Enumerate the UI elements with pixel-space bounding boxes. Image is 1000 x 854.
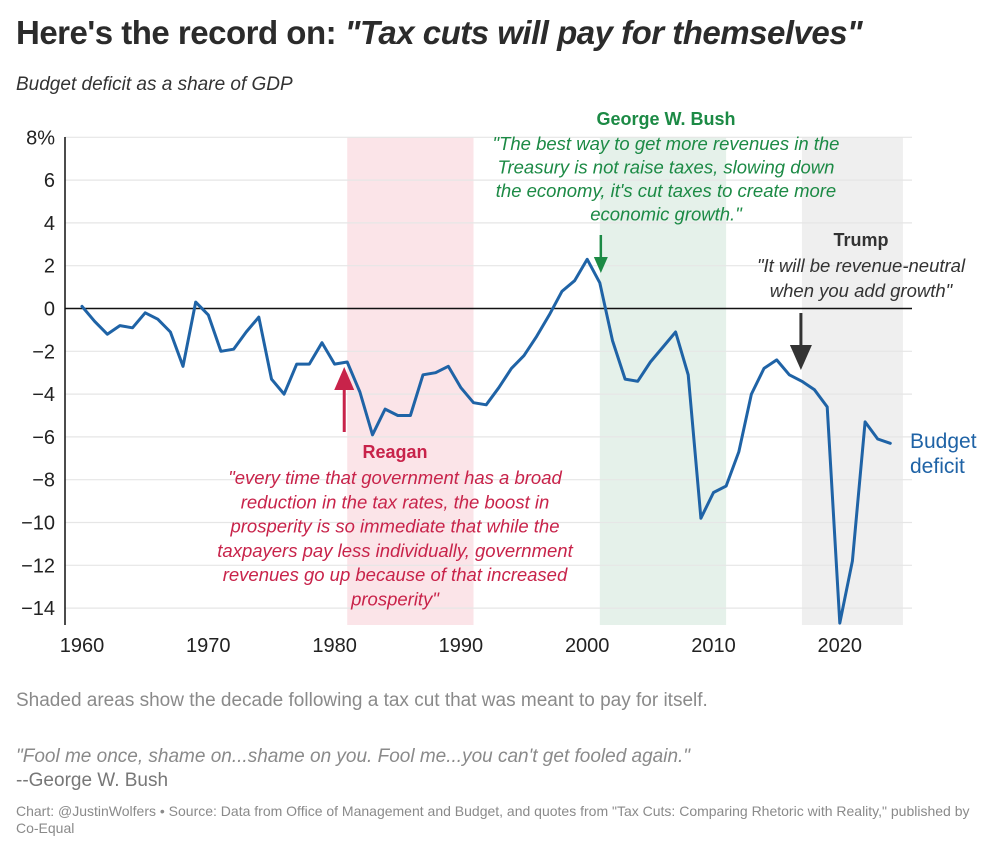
bush-quote-line: economic growth." <box>590 204 743 225</box>
footer-quote-author: --George W. Bush <box>16 770 169 791</box>
y-tick-label: 2 <box>44 256 55 278</box>
shaded-band-george-w-bush <box>599 137 727 625</box>
x-tick-label: 2020 <box>818 635 863 657</box>
reagan-arrow-head <box>334 367 355 390</box>
y-tick-label: −8 <box>32 470 55 492</box>
shaded-band-reagan <box>347 137 474 625</box>
reagan-name: Reagan <box>362 442 427 462</box>
bush-name: George W. Bush <box>596 109 735 129</box>
deficit-chart: 8% 6 4 2 0 −2 −4 −6 −8 −10 −12 −14 1960 1970 1980 1990… <box>21 109 977 657</box>
y-axis-ticks: 8% 6 4 2 0 −2 −4 −6 −8 −10 −12 −14 <box>21 127 55 620</box>
chart-subtitle: Budget deficit as a share of GDP <box>16 74 293 95</box>
y-tick-label: 8% <box>26 127 55 149</box>
gridlines <box>65 136 912 609</box>
reagan-quote-line: reduction in the tax rates, the boost in <box>241 491 550 512</box>
title-quote: "Tax cuts will pay for themselves" <box>344 14 863 51</box>
footer-quote: "Fool me once, shame on...shame on you. … <box>16 746 691 767</box>
y-tick-label: 0 <box>44 299 55 321</box>
reagan-quote-line: taxpayers pay less individually, governm… <box>217 540 573 561</box>
bush-arrow-head <box>593 257 608 273</box>
y-tick-label: −6 <box>32 427 55 449</box>
x-tick-label: 2010 <box>691 635 736 657</box>
series-label: deficit <box>910 455 965 478</box>
bush-quote-line: "The best way to get more revenues in th… <box>493 133 840 154</box>
shading-note: Shaded areas show the decade following a… <box>16 690 708 711</box>
title-prefix: Here's the record on: <box>16 14 345 51</box>
y-tick-label: −4 <box>32 384 55 406</box>
trump-arrow-head <box>789 345 812 370</box>
chart-title: Here's the record on: "Tax cuts will pay… <box>16 14 863 52</box>
series-label: Budget <box>910 430 977 453</box>
y-tick-label: −12 <box>21 555 55 577</box>
x-axis-ticks: 1960 1970 1980 1990 2000 2010 2020 <box>60 635 862 657</box>
source-credit: Chart: @JustinWolfers • Source: Data fro… <box>16 803 970 836</box>
y-tick-label: 6 <box>44 170 55 192</box>
shaded-band-trump <box>801 137 903 625</box>
annotations-layer: Reagan "every time that government has a … <box>217 109 966 610</box>
trump-quote-line: when you add growth" <box>770 280 954 301</box>
y-tick-label: −10 <box>21 513 55 535</box>
trump-quote-line: "It will be revenue-neutral <box>757 255 966 276</box>
x-tick-label: 1980 <box>312 635 357 657</box>
reagan-quote-line: prosperity is so immediate that while th… <box>229 516 559 537</box>
reagan-quote-line: prosperity" <box>350 589 440 610</box>
x-tick-label: 2000 <box>565 635 610 657</box>
reagan-quote-line: revenues go up because of that increased <box>223 564 568 585</box>
x-tick-label: 1960 <box>60 635 105 657</box>
y-tick-label: 4 <box>44 213 55 235</box>
bush-quote-line: the economy, it's cut taxes to create mo… <box>496 180 836 201</box>
trump-name: Trump <box>833 230 888 250</box>
series-line-budget-deficit <box>80 257 892 625</box>
y-tick-label: −2 <box>32 341 55 363</box>
bush-quote-line: Treasury is not raise taxes, slowing dow… <box>498 157 835 178</box>
x-tick-label: 1990 <box>439 635 484 657</box>
reagan-quote-line: "every time that government has a broad <box>228 467 562 488</box>
y-tick-label: −14 <box>21 598 55 620</box>
x-tick-label: 1970 <box>186 635 231 657</box>
shaded-bands <box>347 137 903 625</box>
